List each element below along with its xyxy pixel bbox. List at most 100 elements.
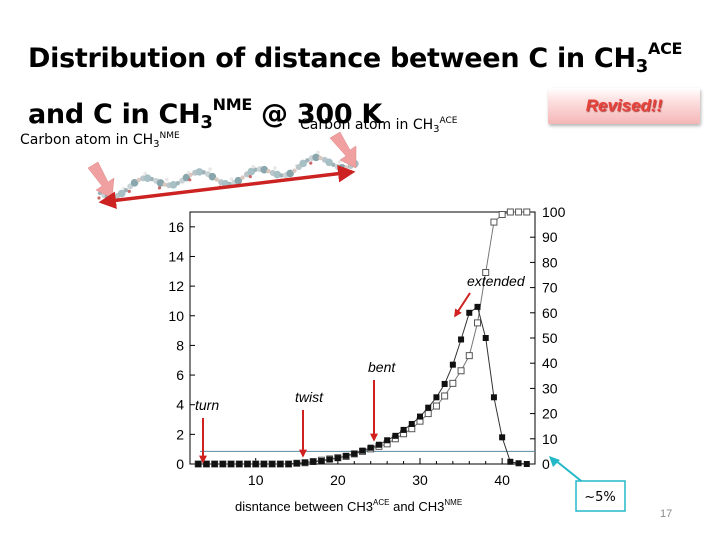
distribution-point <box>195 461 202 467</box>
distribution-line <box>198 306 527 465</box>
label-carbon-ace: Carbon atom in CH3ACE <box>300 116 458 135</box>
distribution-point <box>260 461 267 467</box>
annotation-extended: extended <box>467 273 526 289</box>
page-number: 17 <box>660 508 673 520</box>
cumulative-point <box>441 392 449 400</box>
cumulative-point <box>482 268 490 276</box>
distribution-point <box>236 461 243 467</box>
annotation-arrow <box>454 292 471 318</box>
label-carbon-nme: Carbon atom in CH3NME <box>20 131 180 150</box>
distribution-point <box>359 447 366 454</box>
distribution-point <box>211 461 218 467</box>
y-left-tick-label: 10 <box>168 308 184 324</box>
y-right-tick-label: 60 <box>542 305 558 321</box>
distribution-point <box>293 460 300 467</box>
callout-box <box>575 480 626 512</box>
pointer-arrow-right <box>329 131 357 169</box>
distribution-point <box>285 461 292 467</box>
cumulative-point <box>432 402 440 410</box>
x-tick-label: 10 <box>248 472 264 488</box>
distribution-point <box>203 461 210 467</box>
y-right-tick-label: 10 <box>542 431 558 447</box>
distribution-point <box>318 458 325 465</box>
distribution-point <box>384 437 391 444</box>
annotation-turn: turn <box>195 397 219 413</box>
cumulative-point <box>474 319 481 327</box>
annotation-bent: bent <box>368 359 396 375</box>
distribution-point <box>326 456 333 463</box>
x-tick-label: 30 <box>412 472 428 488</box>
y-left-tick-label: 12 <box>168 278 184 294</box>
x-tick-label: 40 <box>494 472 510 488</box>
callout-text: ~5% <box>584 490 616 505</box>
cumulative-line <box>198 211 527 465</box>
distribution-point <box>490 394 497 401</box>
x-tick-label: 20 <box>330 472 346 488</box>
y-right-tick-label: 80 <box>542 254 558 270</box>
y-left-tick-label: 2 <box>176 426 184 442</box>
distribution-point <box>466 309 473 316</box>
distribution-point <box>244 461 251 467</box>
x-axis-label: disntance between CH3ACE and CH3NME <box>235 498 462 514</box>
distribution-point <box>228 461 235 467</box>
y-right-tick-label: 90 <box>542 229 558 245</box>
distribution-point <box>499 434 506 441</box>
cumulative-point <box>457 367 465 375</box>
distribution-point <box>277 461 284 467</box>
cumulative-point <box>490 218 498 226</box>
distribution-point <box>425 404 432 411</box>
distribution-point <box>458 336 465 343</box>
distribution-point <box>507 458 514 465</box>
y-left-tick-label: 4 <box>176 397 184 413</box>
distribution-point <box>433 394 440 401</box>
y-right-tick-label: 70 <box>542 280 558 296</box>
distribution-point <box>343 452 350 459</box>
y-right-tick-label: 40 <box>542 355 558 371</box>
pointer-arrow-left <box>87 161 115 199</box>
y-right-tick-label: 100 <box>542 204 566 220</box>
y-left-tick-label: 0 <box>176 456 184 472</box>
distribution-point <box>482 335 489 341</box>
distance-distribution-chart: 0 2 4 6 8 10 12 14 16 0 10 20 30 40 50 60 70 80 90 100 10 2… <box>168 204 565 488</box>
distribution-point <box>417 413 423 420</box>
distribution-point <box>449 361 456 368</box>
cumulative-point <box>523 208 531 216</box>
distribution-point <box>523 461 530 467</box>
y-left-tick-label: 8 <box>176 337 184 353</box>
cumulative-point <box>424 410 432 418</box>
distribution-point <box>408 420 415 427</box>
y-left-tick-label: 16 <box>168 219 184 235</box>
page-title: Distribution of distance between C in CH… <box>28 39 683 133</box>
cumulative-point <box>449 379 457 387</box>
distribution-point <box>392 432 399 439</box>
cumulative-point <box>465 352 473 360</box>
cumulative-point <box>498 211 506 219</box>
y-right-tick-label: 50 <box>542 330 558 346</box>
distribution-point <box>334 455 341 462</box>
distribution-point <box>219 461 226 467</box>
y-left-tick-label: 14 <box>168 248 184 264</box>
distribution-point <box>310 458 317 465</box>
distribution-point <box>269 461 276 467</box>
distribution-point <box>441 380 448 387</box>
y-right-tick-label: 30 <box>542 380 558 396</box>
distribution-point <box>400 426 407 433</box>
distribution-point <box>351 450 358 457</box>
distribution-point <box>367 444 374 451</box>
cumulative-point <box>515 208 523 216</box>
distribution-point <box>375 441 382 448</box>
revised-badge-text: Revised!! <box>585 96 663 115</box>
distribution-point <box>252 461 259 467</box>
distribution-point <box>302 459 308 466</box>
distribution-point <box>474 303 481 310</box>
annotation-twist: twist <box>295 389 324 405</box>
y-right-tick-label: 20 <box>542 406 558 422</box>
revised-badge: Revised!! <box>548 88 700 124</box>
cumulative-point <box>506 208 514 216</box>
y-right-tick-label: 0 <box>542 456 550 472</box>
distribution-point <box>515 460 522 467</box>
distance-arrow <box>98 164 356 210</box>
callout-pointer <box>554 459 586 485</box>
y-left-tick-label: 6 <box>176 367 184 383</box>
